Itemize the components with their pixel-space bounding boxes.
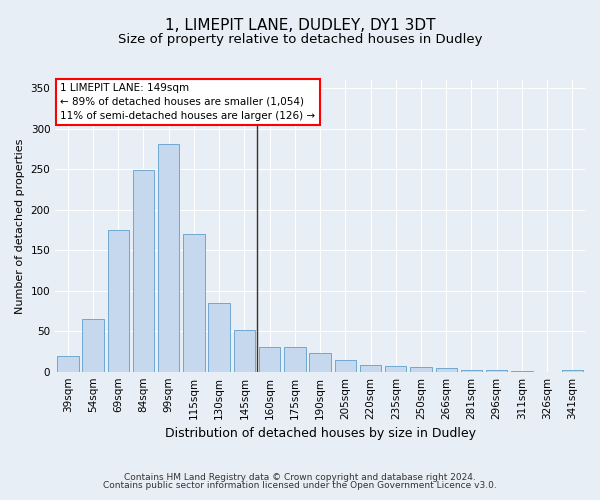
Text: Size of property relative to detached houses in Dudley: Size of property relative to detached ho… xyxy=(118,32,482,46)
Text: 1 LIMEPIT LANE: 149sqm
← 89% of detached houses are smaller (1,054)
11% of semi-: 1 LIMEPIT LANE: 149sqm ← 89% of detached… xyxy=(61,83,316,121)
Bar xyxy=(562,370,583,372)
Bar xyxy=(511,371,533,372)
Bar xyxy=(82,319,104,372)
Bar xyxy=(284,348,305,372)
Bar xyxy=(385,366,406,372)
Bar xyxy=(233,330,255,372)
Bar xyxy=(486,370,508,372)
Bar xyxy=(158,144,179,372)
Bar xyxy=(107,230,129,372)
Bar xyxy=(183,234,205,372)
Bar xyxy=(133,170,154,372)
Text: 1, LIMEPIT LANE, DUDLEY, DY1 3DT: 1, LIMEPIT LANE, DUDLEY, DY1 3DT xyxy=(165,18,435,32)
Text: Contains public sector information licensed under the Open Government Licence v3: Contains public sector information licen… xyxy=(103,481,497,490)
Bar xyxy=(461,370,482,372)
X-axis label: Distribution of detached houses by size in Dudley: Distribution of detached houses by size … xyxy=(164,427,476,440)
Bar xyxy=(310,353,331,372)
Bar xyxy=(335,360,356,372)
Bar xyxy=(57,356,79,372)
Text: Contains HM Land Registry data © Crown copyright and database right 2024.: Contains HM Land Registry data © Crown c… xyxy=(124,472,476,482)
Bar xyxy=(436,368,457,372)
Bar xyxy=(360,365,381,372)
Bar xyxy=(410,367,432,372)
Bar xyxy=(259,348,280,372)
Bar xyxy=(208,303,230,372)
Y-axis label: Number of detached properties: Number of detached properties xyxy=(15,138,25,314)
